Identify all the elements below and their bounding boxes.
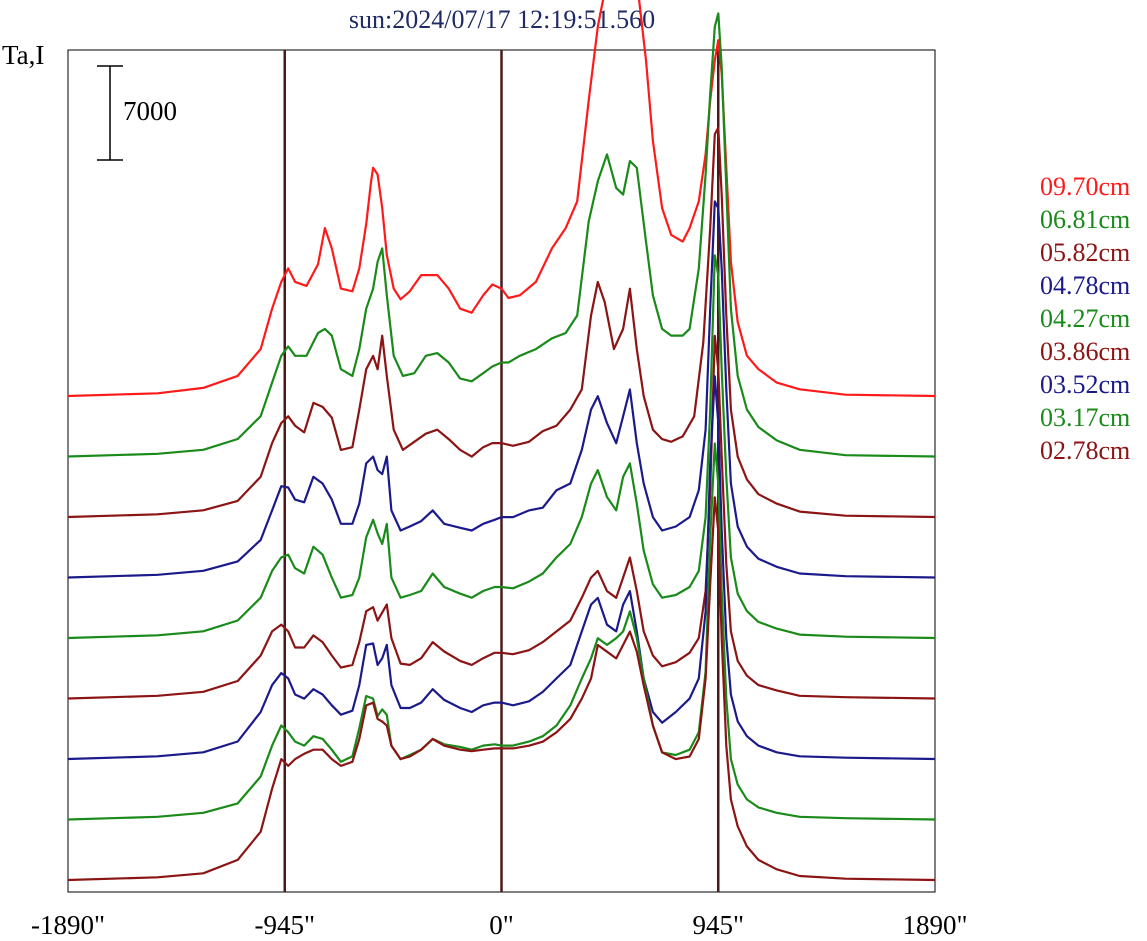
- series-line: [67, 126, 936, 519]
- legend-entry: 06.81cm: [1040, 205, 1130, 234]
- legend-entry: 02.78cm: [1040, 436, 1130, 465]
- legend-entry: 05.82cm: [1040, 238, 1130, 267]
- chart-title: sun:2024/07/17 12:19:51.560: [349, 5, 655, 34]
- x-tick-label: -1890": [31, 910, 105, 940]
- scale-bar-label: 7000: [123, 96, 177, 126]
- legend-entry: 03.86cm: [1040, 337, 1130, 366]
- legend-entry: 03.52cm: [1040, 370, 1130, 399]
- series-line: [67, 442, 936, 821]
- series-line: [67, 12, 936, 458]
- series-line: [67, 375, 936, 761]
- vertical-markers: [283, 50, 720, 892]
- legend-entry: 04.27cm: [1040, 304, 1130, 333]
- series-line: [67, 496, 936, 882]
- scale-bar: 7000: [97, 65, 177, 161]
- series-group: [67, 0, 936, 882]
- x-tick-label: 1890": [902, 910, 967, 940]
- x-tick-label: -945": [254, 910, 315, 940]
- series-line: [67, 334, 936, 700]
- legend: 09.70cm 06.81cm 05.82cm 04.78cm 04.27cm 03.86…: [1040, 172, 1130, 465]
- legend-entry: 03.17cm: [1040, 403, 1130, 432]
- legend-entry: 04.78cm: [1040, 271, 1130, 300]
- y-axis-label: Ta,I: [2, 40, 44, 70]
- x-tick-label: 945": [692, 910, 744, 940]
- x-tick-label: 0": [489, 910, 514, 940]
- series-line: [67, 254, 936, 640]
- series-line: [67, 200, 936, 579]
- x-tick-labels: -1890" -945" 0" 945" 1890": [31, 910, 968, 940]
- legend-entry: 09.70cm: [1040, 172, 1130, 201]
- series-line: [67, 0, 936, 398]
